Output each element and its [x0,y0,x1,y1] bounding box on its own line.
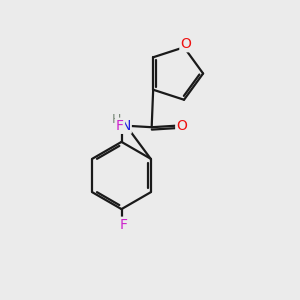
Text: F: F [120,218,128,232]
Text: O: O [180,37,191,51]
Text: N: N [120,119,131,133]
Text: O: O [176,119,187,133]
Text: F: F [116,119,124,133]
Text: H: H [112,112,121,126]
